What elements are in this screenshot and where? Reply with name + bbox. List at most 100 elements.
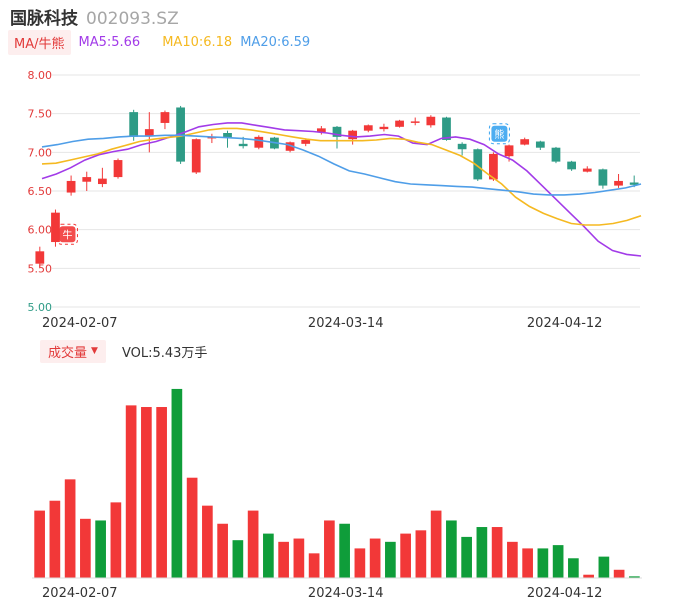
y-tick-label: 5.50 <box>28 262 53 275</box>
y-tick-label: 6.00 <box>28 224 53 237</box>
volume-bar <box>369 538 381 578</box>
volume-bar <box>263 533 274 578</box>
candle-body <box>395 120 404 127</box>
stock-header: 国脉科技 002093.SZ <box>10 4 179 30</box>
candle-body <box>567 161 576 170</box>
candle <box>363 124 373 133</box>
volume-bar <box>202 505 213 578</box>
volume-bar <box>491 527 503 578</box>
volume-bar <box>293 538 305 578</box>
ma-line-ma10 <box>41 127 642 226</box>
volume-bar <box>34 510 45 578</box>
candle-body <box>489 153 498 180</box>
volume-bar <box>171 388 183 578</box>
volume-bar <box>232 540 244 578</box>
x-tick-label: 2024-04-12 <box>527 316 603 331</box>
price-chart[interactable]: 8.00 7.50 7.00 6.50 6.00 5.50 5.00 2024-02-07 20… <box>0 0 686 335</box>
candle <box>113 158 123 179</box>
candle-body <box>535 141 545 148</box>
x-tick-label: 2024-04-12 <box>527 586 603 601</box>
candle-body <box>301 139 311 144</box>
candle <box>520 137 530 146</box>
volume-bar <box>446 520 457 578</box>
volume-bar <box>476 527 488 578</box>
candle-body <box>598 169 608 186</box>
volume-bar <box>629 576 640 578</box>
volume-bar <box>507 541 518 578</box>
ma20-label: MA20:6.59 <box>240 34 311 50</box>
candle-body <box>238 143 248 147</box>
candle <box>551 146 561 164</box>
candle-body <box>614 180 623 186</box>
bull-icon: 牛 <box>56 223 78 245</box>
y-tick-label: 7.50 <box>28 108 53 121</box>
candle-body <box>442 117 451 140</box>
volume-bar <box>156 407 167 578</box>
candle <box>191 138 201 174</box>
candle <box>489 152 498 181</box>
volume-bar <box>324 520 335 578</box>
ma-bar: MA/牛熊 MA5:5.66 MA10:6.18 MA20:6.59 <box>8 29 311 55</box>
candle <box>614 173 623 188</box>
candle <box>598 168 608 189</box>
y-tick-label: 5.00 <box>28 301 53 314</box>
volume-bar <box>278 541 289 578</box>
candle-body <box>82 177 92 182</box>
candle <box>285 141 295 153</box>
candle-body <box>410 121 420 123</box>
candle-body <box>332 126 342 137</box>
ma-line-ma20 <box>41 134 642 196</box>
y-tick-label: 8.00 <box>28 69 53 82</box>
marker-ring <box>488 123 510 145</box>
ma-toggle-button[interactable]: MA/牛熊 <box>8 29 71 55</box>
candle-body <box>66 180 76 193</box>
candle <box>410 117 420 126</box>
candle-body <box>629 182 639 185</box>
candle-body <box>129 112 139 137</box>
volume-bar <box>49 500 61 578</box>
ma10-label: MA10:6.18 <box>162 34 233 50</box>
candle-body <box>51 212 60 243</box>
volume-bar <box>64 479 76 578</box>
candle-body <box>113 160 123 178</box>
candle-body <box>316 128 326 133</box>
marker-badge <box>491 125 508 142</box>
candle-body <box>285 142 295 151</box>
volume-bar <box>186 477 198 578</box>
volume-bar <box>95 520 106 578</box>
candle-body <box>379 126 389 130</box>
volume-bar <box>354 548 366 578</box>
candle-body <box>35 251 45 264</box>
x-tick-label: 2024-02-07 <box>42 316 118 331</box>
candle <box>426 115 436 128</box>
volume-indicator-selector[interactable]: 成交量 ▼ <box>40 339 106 363</box>
candle-body <box>582 168 592 172</box>
volume-bar <box>217 523 228 578</box>
caret-down-icon: ▼ <box>91 346 98 356</box>
volume-bar <box>552 545 564 578</box>
candle <box>395 119 404 128</box>
marker-glyph: 牛 <box>62 228 72 241</box>
stock-name: 国脉科技 <box>10 9 78 29</box>
y-tick-label: 7.00 <box>28 146 53 159</box>
x-tick-label: 2024-03-14 <box>308 316 384 331</box>
candle <box>254 135 264 150</box>
candle <box>144 112 154 153</box>
volume-bar <box>430 510 442 578</box>
volume-bar <box>522 548 533 578</box>
volume-bar <box>141 407 152 578</box>
candle-body <box>457 143 467 150</box>
marker-glyph: 熊 <box>494 128 504 141</box>
candle-body <box>504 145 514 157</box>
candle <box>160 110 170 130</box>
volume-bar <box>613 569 625 578</box>
marker-ring <box>56 223 78 245</box>
candle-body <box>223 133 232 138</box>
candle <box>98 167 107 188</box>
candle-body <box>160 112 170 123</box>
volume-bar <box>110 502 122 578</box>
volume-chart[interactable]: 2024-02-07 2024-03-14 2024-04-12 <box>0 366 686 606</box>
bear-icon: 熊 <box>488 123 510 145</box>
volume-value: VOL:5.43万手 <box>121 345 208 361</box>
volume-bar <box>308 553 320 578</box>
